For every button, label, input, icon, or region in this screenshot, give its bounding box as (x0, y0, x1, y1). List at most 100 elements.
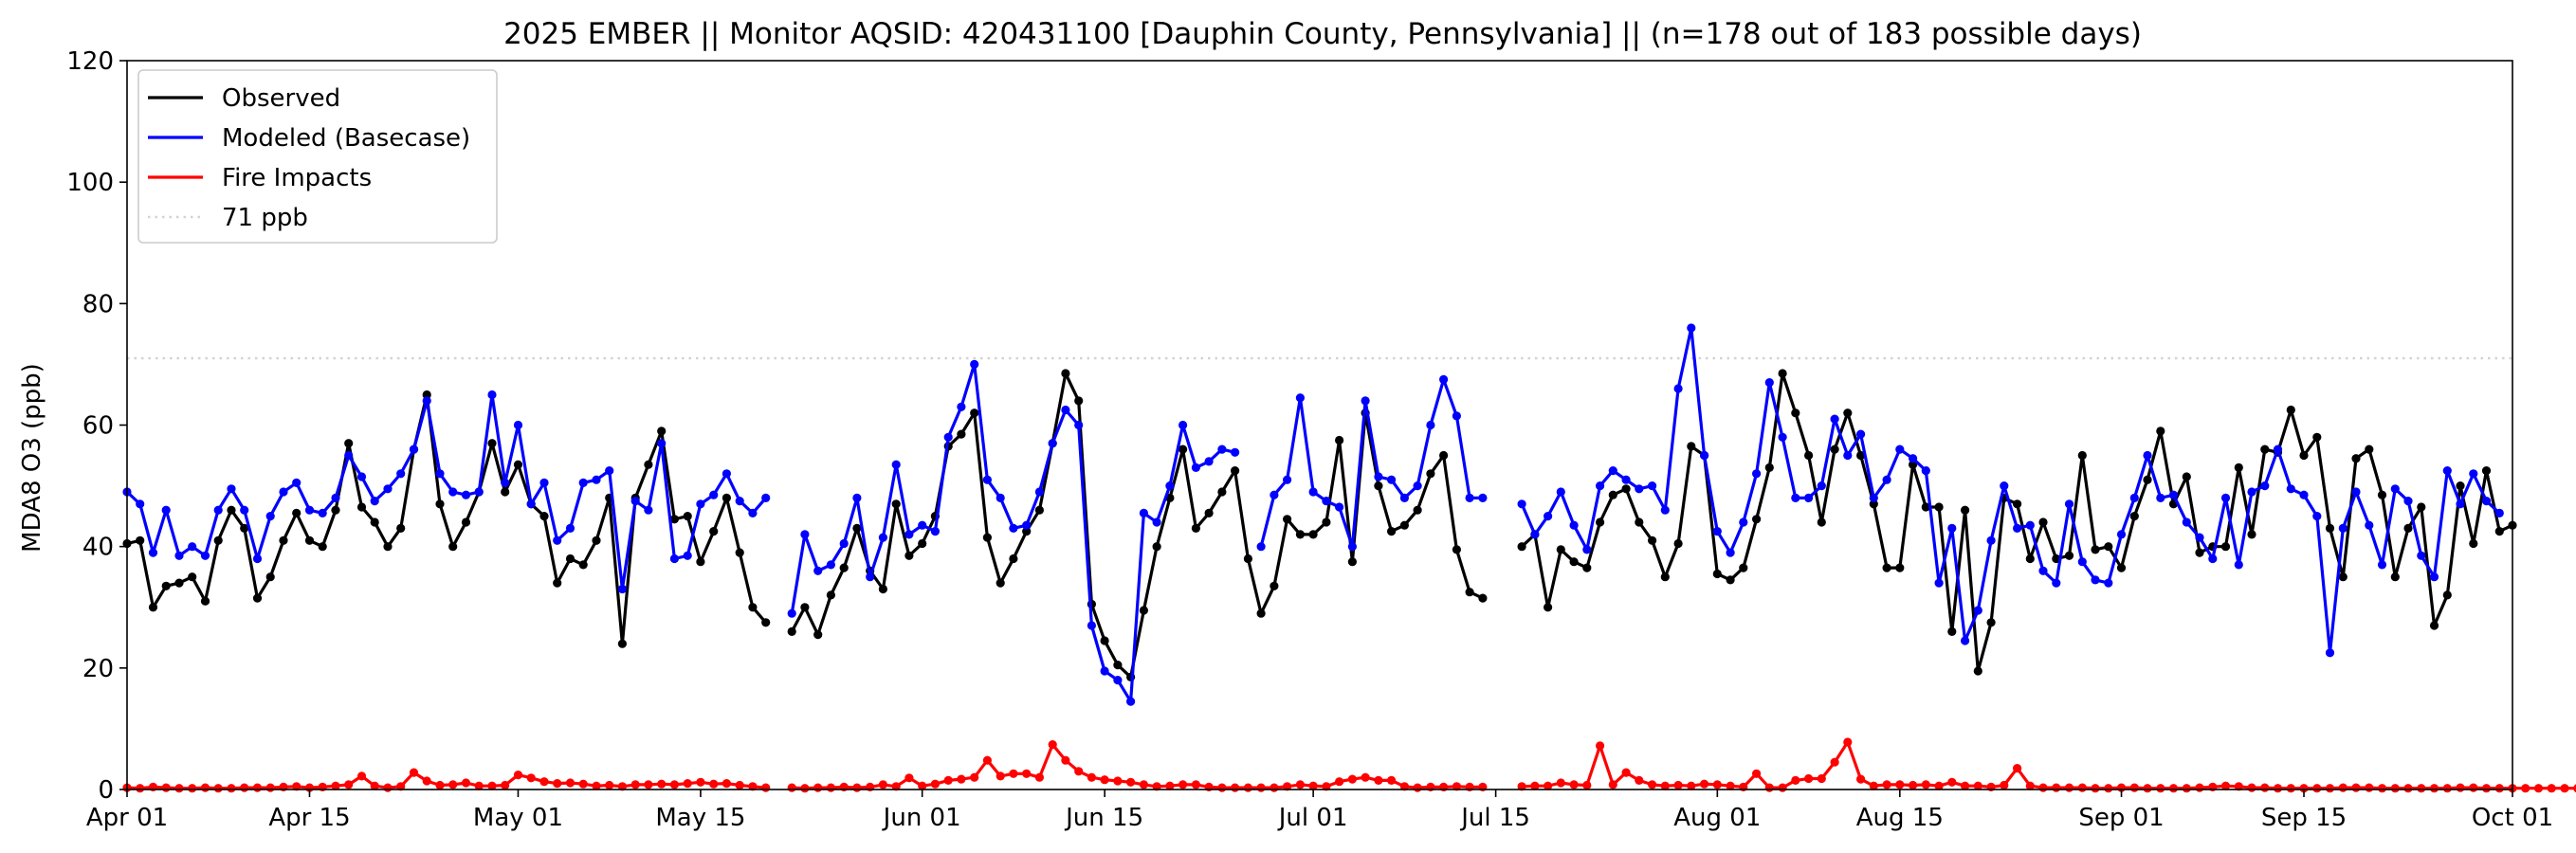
data-point (709, 490, 719, 499)
data-point (826, 590, 836, 600)
data-point (2456, 783, 2465, 792)
x-tick-label: Apr 15 (268, 804, 350, 832)
data-point (148, 548, 158, 557)
data-point (1191, 780, 1200, 789)
chart-title: 2025 EMBER || Monitor AQSID: 420431100 [… (503, 17, 2142, 51)
data-point (174, 578, 184, 588)
data-point (578, 779, 588, 789)
data-point (2104, 784, 2113, 793)
data-point (2338, 523, 2348, 534)
data-point (1752, 515, 1762, 524)
data-point (996, 771, 1005, 781)
data-point (1113, 661, 1123, 670)
data-point (513, 771, 523, 780)
data-point (2456, 499, 2465, 509)
data-point (1569, 557, 1579, 567)
data-point (1452, 411, 1461, 421)
data-point (448, 542, 458, 552)
data-point (2456, 481, 2465, 491)
data-point (1034, 772, 1044, 782)
data-point (1608, 466, 1617, 476)
data-point (435, 780, 445, 790)
data-point (1256, 542, 1266, 552)
data-point (1961, 505, 1970, 515)
data-point (2273, 445, 2283, 454)
data-point (1700, 779, 1709, 789)
data-point (748, 508, 758, 518)
data-point (1387, 775, 1397, 786)
data-point (2417, 784, 2426, 793)
data-point (683, 512, 692, 521)
data-point (370, 517, 379, 527)
data-point (2234, 560, 2243, 570)
data-point (617, 782, 628, 791)
data-point (943, 775, 953, 786)
data-point (592, 475, 601, 484)
data-point (2338, 783, 2348, 792)
data-point (2025, 520, 2035, 530)
data-point (356, 502, 367, 512)
y-tick-label: 80 (82, 290, 114, 318)
data-point (1961, 636, 1970, 645)
data-point (1139, 780, 1148, 789)
data-point (396, 782, 406, 791)
data-point (1061, 405, 1070, 415)
data-point (1270, 490, 1279, 499)
data-point (1752, 469, 1762, 479)
data-point (1791, 493, 1800, 503)
data-point (2116, 563, 2127, 572)
data-point (1660, 781, 1670, 790)
data-point (891, 460, 901, 469)
data-point (813, 783, 823, 792)
data-point (227, 484, 236, 494)
data-point (2077, 783, 2087, 792)
data-point (396, 523, 406, 534)
data-point (1621, 484, 1631, 494)
data-point (1556, 545, 1565, 554)
x-tick-label: May 15 (655, 804, 745, 832)
data-point (448, 780, 458, 789)
data-point (2325, 648, 2335, 658)
data-point (2247, 530, 2256, 539)
data-point (2000, 481, 2009, 491)
data-point (2247, 783, 2256, 792)
data-point (539, 777, 549, 787)
data-point (526, 773, 536, 783)
data-point (918, 538, 927, 549)
data-point (1517, 782, 1526, 791)
data-point (2013, 523, 2022, 534)
data-point (1283, 475, 1292, 484)
data-point (331, 505, 340, 515)
data-point (1947, 777, 1957, 787)
data-point (2403, 497, 2413, 506)
data-point (565, 523, 575, 534)
data-point (1909, 780, 1918, 790)
data-point (161, 505, 171, 515)
data-point (800, 603, 810, 612)
data-point (279, 487, 288, 497)
data-point (461, 490, 471, 499)
data-point (2220, 493, 2231, 503)
data-point (370, 781, 379, 790)
data-point (1178, 780, 1188, 789)
data-point (136, 499, 145, 509)
data-point (735, 780, 744, 790)
x-tick-label: May 01 (473, 804, 563, 832)
data-point (539, 478, 549, 487)
data-point (188, 784, 197, 793)
data-point (839, 538, 849, 549)
data-point (2338, 572, 2348, 582)
data-point (592, 535, 601, 545)
data-point (630, 497, 640, 506)
data-point (2038, 566, 2048, 575)
data-point (2286, 484, 2295, 494)
data-point (1764, 783, 1774, 792)
data-point (1544, 603, 1553, 612)
data-point (1100, 775, 1109, 785)
data-point (344, 439, 354, 448)
data-point (487, 439, 497, 448)
data-point (1256, 608, 1266, 618)
data-point (1843, 450, 1853, 461)
data-point (1635, 517, 1644, 527)
data-point (2429, 572, 2439, 582)
